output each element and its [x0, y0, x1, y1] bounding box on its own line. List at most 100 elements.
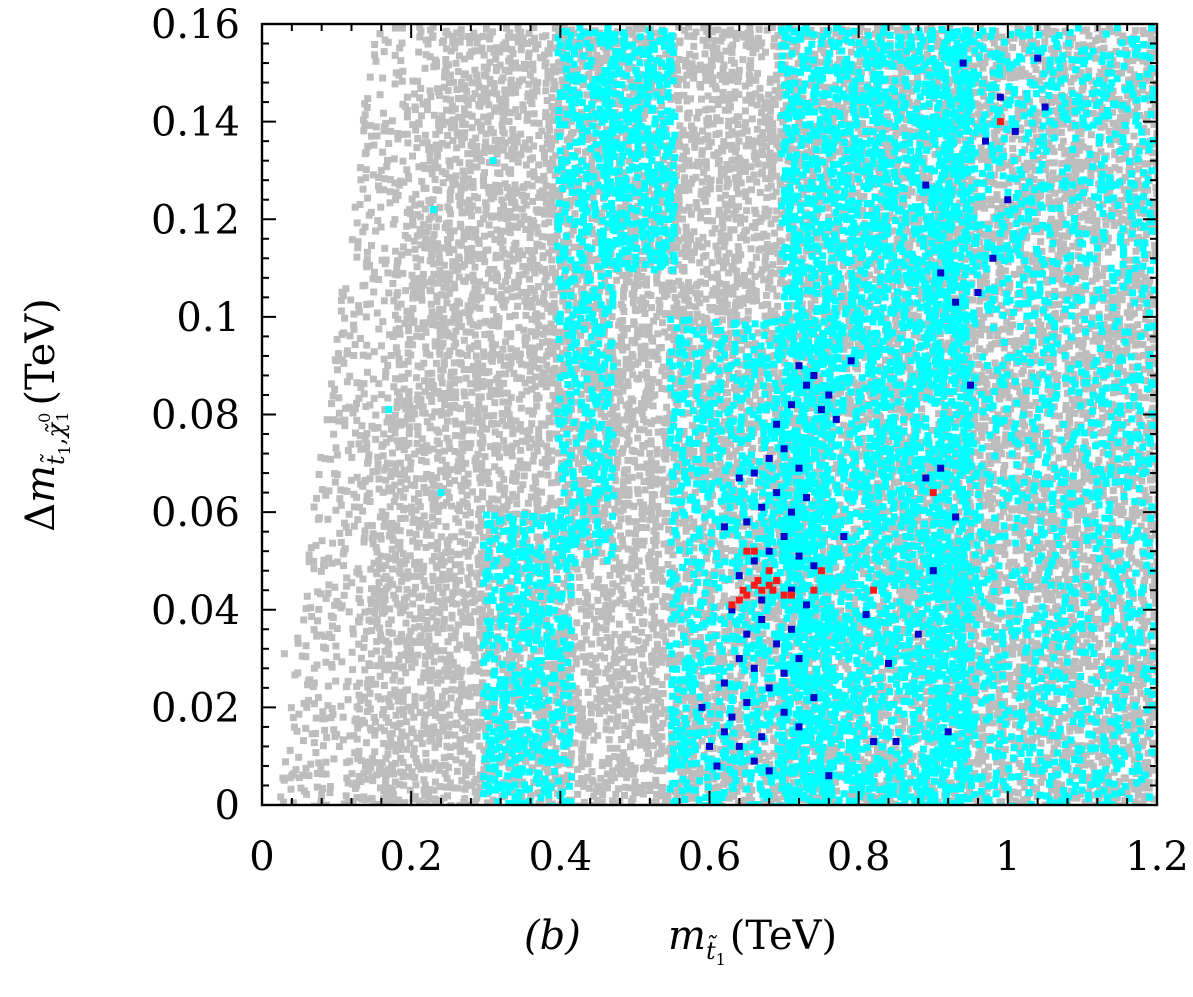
data-point-series-0: [340, 591, 348, 599]
data-point-series-0: [528, 590, 536, 598]
data-point-series-0: [496, 384, 504, 392]
data-point-series-0: [602, 282, 610, 290]
data-point-series-0: [634, 716, 642, 724]
data-point-series-0: [601, 778, 609, 786]
data-point-series-0: [656, 194, 664, 201]
data-point-series-0: [377, 655, 385, 663]
data-point-series-0: [511, 181, 519, 189]
data-point-series-0: [379, 711, 387, 719]
data-point-series-0: [451, 44, 459, 52]
data-point-series-0: [388, 565, 396, 573]
data-point-series-0: [584, 369, 592, 377]
data-point-series-0: [598, 612, 605, 620]
data-point-series-0: [389, 791, 397, 799]
data-point-series-0: [637, 736, 645, 744]
data-point-series-0: [615, 620, 623, 628]
data-point-series-0: [411, 624, 418, 632]
data-point-series-0: [541, 373, 549, 381]
data-point-series-0: [592, 663, 600, 671]
data-point-series-0: [660, 540, 668, 548]
data-point-series-0: [434, 517, 442, 525]
data-point-series-0: [461, 208, 469, 216]
data-point-series-0: [449, 599, 456, 607]
data-point-series-0: [446, 753, 454, 761]
data-point-series-0: [497, 232, 505, 239]
data-point-series-0: [357, 778, 365, 785]
data-point-series-0: [305, 772, 313, 780]
data-point-series-0: [402, 602, 410, 610]
data-point-series-0: [648, 304, 656, 312]
data-point-series-0: [367, 596, 375, 604]
data-point-series-0: [520, 106, 527, 114]
data-point-series-0: [393, 404, 401, 412]
data-point-series-0: [494, 45, 502, 53]
data-point-series-0: [397, 300, 405, 308]
data-point-series-0: [462, 600, 470, 608]
data-point-series-0: [450, 402, 458, 409]
data-point-series-0: [542, 59, 550, 67]
data-point-series-0: [486, 393, 494, 400]
data-point-series-0: [479, 424, 486, 432]
data-point-series-0: [404, 568, 412, 576]
data-point-series-0: [547, 320, 555, 328]
data-point-series-0: [506, 674, 514, 682]
data-point-series-0: [480, 113, 488, 121]
data-point-series-0: [394, 257, 402, 265]
data-point-series-0: [614, 545, 622, 553]
data-point-series-0: [534, 554, 541, 562]
data-point-series-0: [585, 784, 593, 792]
data-point-series-0: [444, 544, 452, 552]
data-point-series-0: [388, 629, 396, 637]
data-point-series-0: [590, 433, 598, 440]
data-point-series-0: [483, 425, 491, 433]
data-point-series-0: [438, 291, 446, 299]
data-point-series-0: [506, 55, 514, 62]
data-point-series-0: [433, 298, 441, 306]
data-point-series-0: [405, 388, 413, 396]
data-point-series-0: [397, 57, 405, 65]
data-point-series-0: [635, 689, 643, 697]
data-point-series-0: [349, 409, 357, 417]
data-point-series-0: [614, 342, 622, 349]
data-point-series-0: [644, 349, 652, 357]
data-point-series-0: [591, 513, 599, 521]
data-point-series-0: [638, 400, 645, 408]
data-point-series-0: [623, 774, 631, 782]
data-point-series-0: [455, 507, 463, 515]
data-point-series-0: [665, 602, 673, 610]
data-point-series-0: [312, 749, 320, 757]
data-point-series-0: [428, 377, 436, 385]
data-point-series-0: [461, 726, 469, 734]
data-point-series-0: [405, 439, 413, 447]
data-point-series-0: [496, 481, 504, 489]
data-point-series-0: [544, 768, 552, 776]
data-point-series-0: [632, 562, 640, 570]
data-point-series-0: [529, 198, 537, 205]
data-point-series-0: [519, 144, 527, 152]
data-point-series-0: [399, 24, 406, 32]
data-point-series-0: [529, 256, 537, 264]
data-point-series-0: [635, 406, 643, 414]
data-point-series-0: [642, 639, 650, 647]
data-point-series-0: [429, 32, 437, 40]
data-point-series-0: [587, 709, 595, 717]
data-point-series-0: [526, 351, 534, 359]
data-point-series-0: [650, 417, 658, 425]
data-point-series-0: [650, 576, 658, 584]
data-point-series-0: [543, 617, 551, 624]
data-point-series-0: [438, 411, 446, 419]
data-point-series-0: [582, 429, 590, 437]
data-point-series-0: [465, 412, 473, 420]
data-point-series-0: [512, 106, 520, 114]
data-point-series-0: [409, 600, 417, 608]
data-point-series-0: [295, 774, 303, 782]
data-point-series-0: [455, 316, 463, 324]
data-point-series-0: [479, 32, 487, 40]
data-point-series-0: [455, 349, 463, 357]
data-point-series-0: [336, 495, 344, 503]
data-point-series-0: [436, 783, 444, 790]
data-point-series-0: [442, 424, 450, 432]
data-point-series-0: [409, 217, 417, 224]
data-point-series-0: [451, 731, 459, 739]
data-point-series-0: [374, 424, 382, 432]
